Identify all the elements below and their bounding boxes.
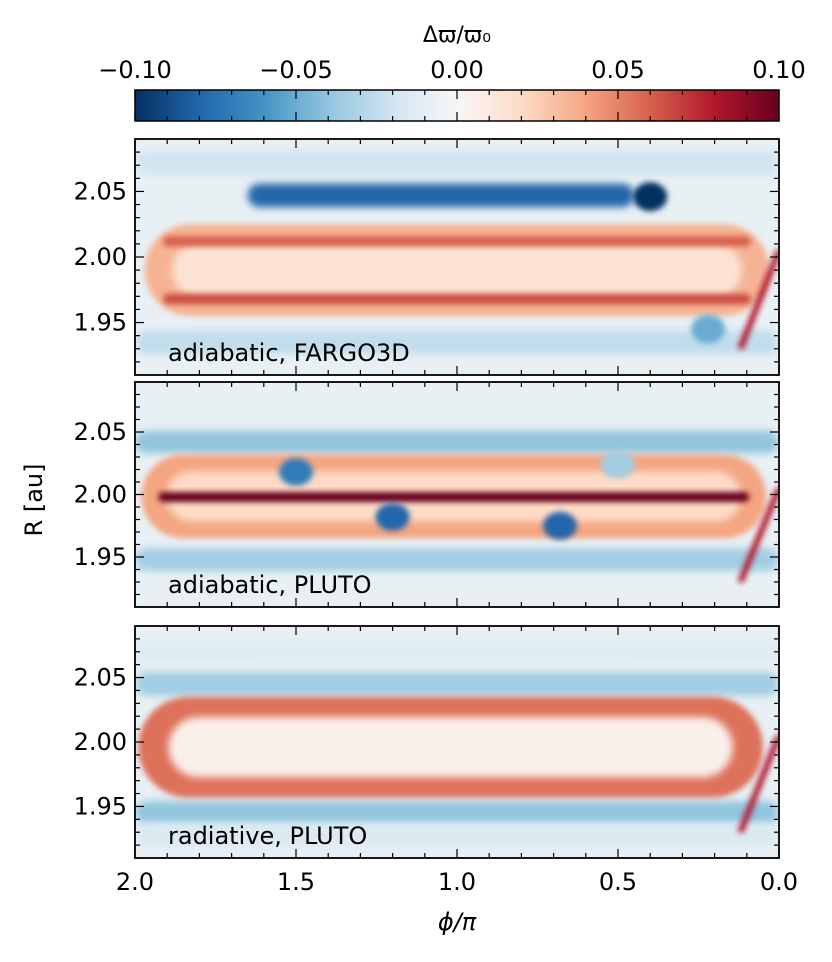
- y-tick-label: 2.05: [74, 664, 127, 692]
- panel-ticks: [134, 381, 780, 608]
- heatmap-vortex: [601, 450, 635, 479]
- heatmap-band: [135, 801, 779, 825]
- panels: 1.95 2.00 2.05 adiabatic, FARGO3D 1.95 2.00 2.…: [74, 138, 780, 859]
- panel-label: adiabatic, FARGO3D: [168, 339, 410, 367]
- y-tick-label: 1.95: [74, 792, 127, 820]
- y-tick-label: 2.00: [74, 481, 127, 509]
- heatmap-band: [135, 823, 779, 847]
- x-tick-labels: 2.0 1.5 1.0 0.5 0.0: [116, 868, 798, 896]
- heatmap-vortex: [279, 458, 313, 486]
- x-tick-label: 1.5: [277, 868, 315, 896]
- heatmap-band: [135, 672, 779, 696]
- colorbar-tick-label: 0.05: [591, 56, 644, 84]
- heatmap-streak: [158, 492, 750, 502]
- heatmap-streak: [163, 293, 751, 305]
- heatmap-band: [135, 640, 779, 664]
- y-axis-label: R [au]: [20, 464, 48, 537]
- colorbar-ticks: [134, 90, 780, 121]
- colorbar-tick-label: 0.00: [430, 56, 483, 84]
- heatmap-band: [135, 330, 779, 355]
- x-tick-label: 2.0: [116, 868, 154, 896]
- panel-ticks: [134, 138, 780, 376]
- colorbar-tick-label: 0.10: [752, 56, 805, 84]
- heatmap-ring-interior: [172, 242, 742, 298]
- x-tick-label: 1.0: [438, 868, 476, 896]
- heatmap-wake: [737, 734, 779, 834]
- x-axis-label: ϕ/π: [438, 908, 477, 936]
- heatmap-field: [135, 626, 779, 858]
- heatmap-vortex: [633, 182, 668, 212]
- y-tick-label: 1.95: [74, 309, 127, 337]
- colorbar-tick-label: −0.10: [98, 56, 172, 84]
- colorbar-label: Δϖ/ϖ₀: [423, 23, 491, 48]
- heatmap-band: [135, 548, 779, 571]
- heatmap-field: [135, 382, 779, 607]
- heatmap-wake: [737, 249, 779, 350]
- heatmap-band: [135, 430, 779, 454]
- colorbar: Δϖ/ϖ₀ −0.10 −0.05 0.00 0.05 0.10: [98, 23, 806, 122]
- heatmap-ring-interior: [168, 716, 733, 778]
- heatmap-vortex: [543, 512, 578, 540]
- panel-1: 1.95 2.00 2.05 adiabatic, FARGO3D: [74, 138, 780, 376]
- panel-2: 1.95 2.00 2.05 adiabatic, PLUTO: [74, 381, 780, 608]
- colorbar-tick-label: −0.05: [259, 56, 333, 84]
- panel-3: 1.95 2.00 2.05 radiative, PLUTO: [74, 625, 780, 859]
- y-tick-label: 1.95: [74, 543, 127, 571]
- heatmap-vortex: [691, 314, 726, 344]
- y-tick-label: 2.00: [74, 728, 127, 756]
- panel-label: adiabatic, PLUTO: [168, 571, 372, 599]
- x-tick-label: 0.5: [599, 868, 637, 896]
- y-tick-label: 2.05: [74, 177, 127, 205]
- panel-ticks: [134, 625, 780, 859]
- y-tick-label: 2.05: [74, 418, 127, 446]
- y-tick-label: 2.00: [74, 243, 127, 271]
- panel-label: radiative, PLUTO: [168, 822, 367, 850]
- heatmap-vortex: [375, 503, 410, 531]
- colorbar-tick-labels: −0.10 −0.05 0.00 0.05 0.10: [98, 56, 805, 84]
- heatmap-field: [135, 139, 779, 375]
- heatmap-streak: [163, 236, 751, 247]
- heatmap-band: [135, 150, 779, 175]
- heatmap-wake: [737, 487, 779, 584]
- heatmap-band: [247, 183, 635, 208]
- x-tick-label: 0.0: [760, 868, 798, 896]
